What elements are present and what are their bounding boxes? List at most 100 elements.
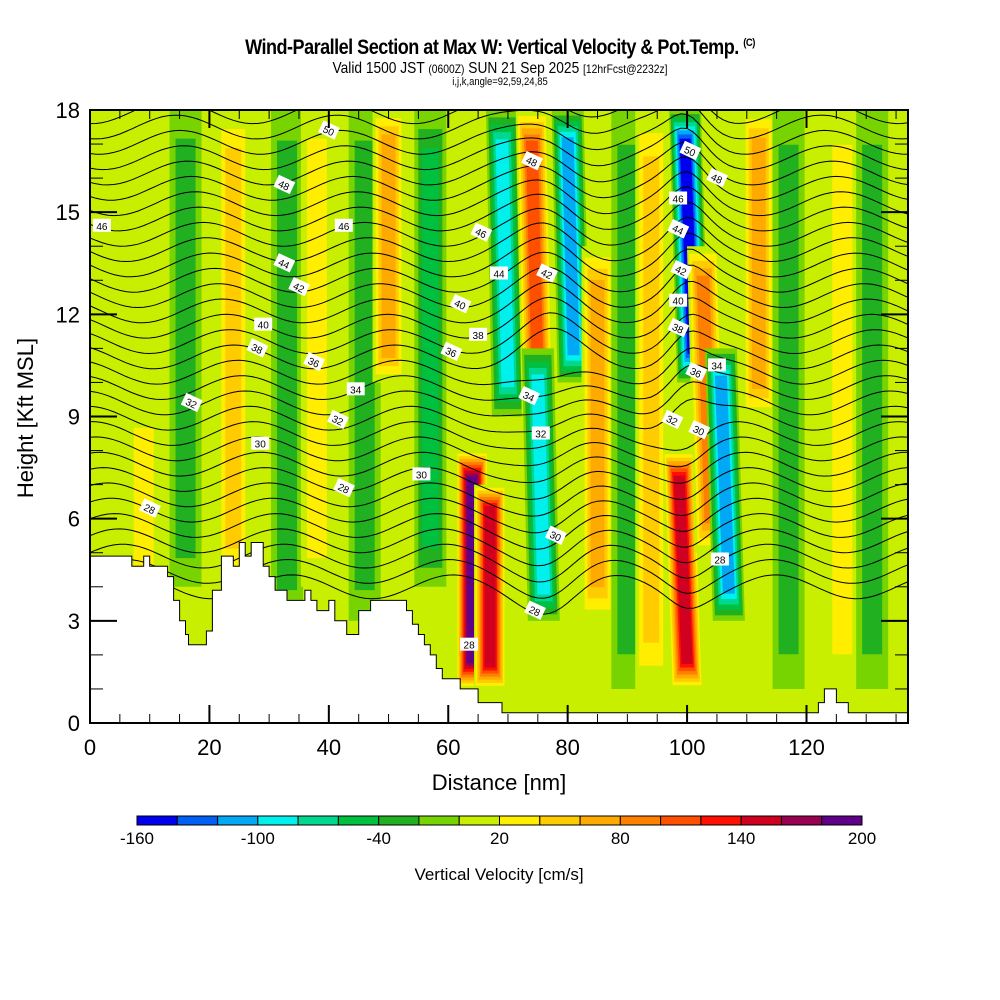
contour-label-text: 30	[416, 470, 428, 481]
velocity-column	[826, 110, 859, 689]
contour-label-text: 34	[521, 390, 536, 405]
isentrope-line	[90, 186, 908, 232]
colorbar-tick-label: 20	[490, 829, 509, 848]
contour-label-text: 36	[688, 366, 703, 381]
isentrope-line	[90, 216, 908, 263]
contour-label: 30	[251, 436, 270, 451]
contour-label: 38	[667, 317, 690, 338]
isentrope-line	[90, 364, 908, 401]
contour-label-box	[273, 253, 296, 273]
colorbar-swatch	[257, 815, 299, 826]
velocity-column	[271, 110, 304, 621]
contour-label-box	[679, 140, 702, 161]
colorbar-swatch	[499, 815, 541, 826]
colorbar-swatch	[217, 815, 259, 826]
contour-label-text: 28	[464, 641, 476, 652]
velocity-column	[856, 110, 889, 689]
valid-time-line: Valid 1500 JST (0600Z) SUN 21 Sep 2025 […	[70, 60, 930, 78]
contour-label: 28	[524, 600, 546, 620]
colorbar-swatch	[539, 815, 581, 826]
contour-label-box	[490, 266, 508, 280]
contour-label-box	[521, 150, 543, 171]
contour-label: 32	[180, 392, 203, 413]
contour-label-box	[412, 467, 431, 481]
colorbar-swatch	[458, 815, 501, 826]
isentrope-line	[90, 347, 908, 386]
forecast-info: [12hrFcst@2232z]	[583, 62, 668, 76]
y-tick-label: 6	[68, 507, 80, 532]
contour-label-box	[706, 167, 729, 188]
contour-label: 32	[531, 426, 550, 441]
contour-label: 28	[710, 552, 729, 567]
isentrope-line	[90, 113, 908, 155]
colorbar-tick-label: -40	[366, 829, 391, 848]
contour-label: 46	[334, 218, 353, 233]
colorbar-tick-label: 200	[848, 829, 876, 848]
velocity-band	[778, 144, 799, 655]
contour-label-text: 48	[276, 179, 291, 194]
grid-info: i,j,k,angle=92,59,24,85	[452, 76, 548, 88]
contour-label: 48	[273, 174, 296, 195]
contour-label: 36	[685, 362, 708, 382]
contour-label-box	[180, 392, 203, 413]
isentrope-line	[90, 381, 908, 417]
isentrope-line	[90, 482, 908, 517]
contour-label-box	[524, 600, 546, 620]
isentrope-line	[90, 467, 908, 501]
contour-label: 34	[707, 358, 726, 372]
contour-label-box	[707, 358, 726, 372]
colorbar-swatch	[337, 815, 380, 826]
contour-label-text: 32	[535, 430, 547, 441]
contour-label: 48	[521, 150, 543, 171]
contour-label: 34	[518, 385, 541, 406]
colorbar-swatch	[579, 815, 621, 826]
velocity-column	[217, 110, 250, 587]
contour-label: 46	[92, 218, 111, 233]
colorbar-label: Vertical Velocity [cm/s]	[414, 865, 583, 884]
isentrope-line	[90, 513, 908, 550]
contour-label: 40	[254, 317, 273, 332]
contour-label: 30	[688, 419, 711, 440]
contour-label-text: 34	[711, 361, 723, 372]
contour-label-box	[667, 219, 690, 239]
contour-label: 30	[412, 467, 431, 481]
colorbar-swatch	[660, 815, 702, 826]
isentrope-line	[90, 528, 908, 567]
contour-label-box	[273, 174, 296, 195]
contour-label-text: 38	[249, 342, 264, 357]
colorbar: -160 -100 -40 20 80 140 200	[120, 815, 876, 848]
colorbar-swatch	[418, 815, 460, 826]
isentrope-line	[90, 232, 908, 278]
contour-label-text: 48	[709, 172, 724, 187]
contour-label-box	[333, 477, 355, 498]
colorbar-tick-label: -100	[241, 829, 275, 848]
contour-label: 44	[273, 253, 296, 273]
colorbar-tick-label: 80	[611, 829, 630, 848]
contour-label-box	[545, 525, 567, 545]
contour-label-box	[460, 637, 479, 651]
velocity-band	[832, 144, 853, 655]
colorbar-tick-label: 140	[727, 829, 755, 848]
contour-label: 28	[460, 637, 479, 652]
terrain	[90, 542, 908, 723]
isentrope-line	[90, 312, 908, 355]
contour-label-box	[440, 341, 463, 362]
x-tick-label: 100	[669, 735, 706, 760]
velocity-band	[381, 134, 396, 358]
isentrope-line	[90, 58, 908, 93]
contour-label: 38	[246, 338, 269, 358]
contour-label: 44	[490, 266, 508, 281]
velocity-band	[225, 148, 242, 549]
isentrope-line	[90, 110, 908, 140]
y-axis-label: Height [Kft MSL]	[13, 338, 38, 498]
velocity-band	[673, 475, 693, 664]
contour-label-text: 42	[539, 268, 554, 283]
y-tick-label: 3	[68, 609, 80, 634]
velocity-band	[617, 144, 638, 655]
contour-label-text: 46	[673, 195, 685, 206]
contour-label-box	[346, 382, 365, 396]
y-tick-label: 0	[68, 711, 80, 736]
contour-label-text: 36	[443, 346, 458, 361]
contour-label: 28	[333, 477, 355, 498]
